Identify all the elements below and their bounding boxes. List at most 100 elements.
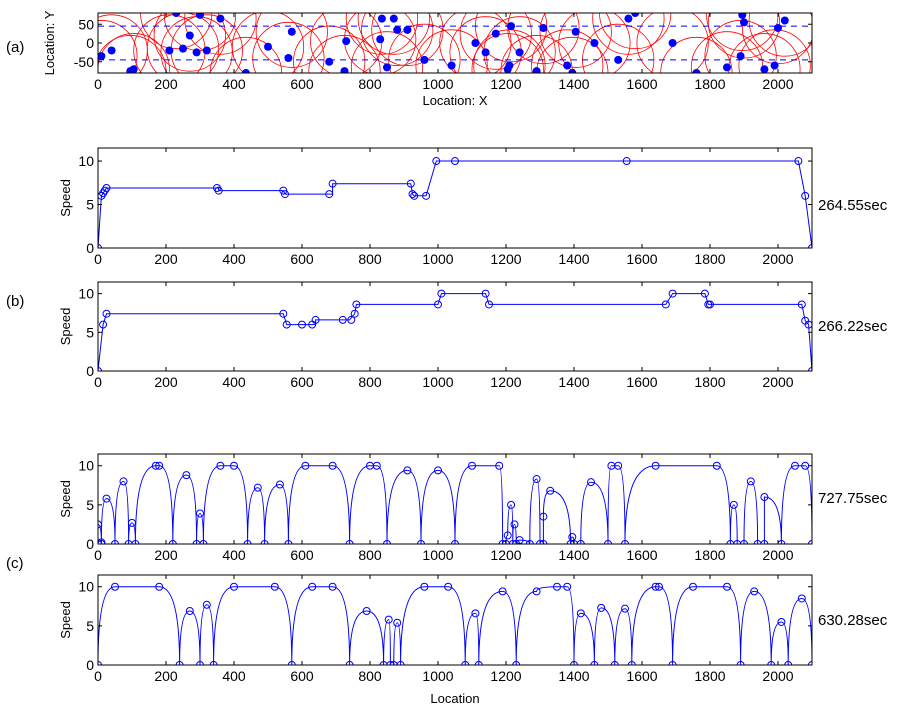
coverage-circle: [231, 13, 305, 73]
speed-marker: [111, 582, 119, 591]
location-point: [590, 39, 599, 47]
x-tick-label: 200: [154, 374, 178, 390]
x-tick-label: 400: [222, 547, 246, 563]
location-point: [736, 52, 745, 61]
speed-marker: [202, 600, 211, 609]
x-tick-label: 1800: [694, 668, 725, 684]
coverage-circle: [415, 29, 488, 73]
location-point: [107, 46, 116, 55]
x-tick-label: 1000: [422, 251, 453, 267]
coverage-circle: [140, 13, 213, 50]
speed-marker: [155, 582, 164, 591]
location-point: [631, 13, 640, 17]
speed-marker: [311, 315, 320, 324]
speed-marker: [282, 320, 291, 329]
speed-marker: [797, 594, 806, 603]
x-tick-label: 1600: [626, 668, 657, 684]
speed-marker: [372, 461, 381, 470]
speed-marker: [576, 609, 585, 618]
y-axis-label: Speed: [58, 480, 73, 518]
speed-marker: [151, 461, 160, 470]
speed-marker: [325, 190, 334, 199]
speed-marker: [485, 300, 493, 309]
location-point: [447, 61, 456, 70]
speed-marker: [175, 661, 184, 665]
y-tick-label: 0: [86, 240, 94, 256]
axes-frame: [97, 574, 813, 666]
speed-marker: [471, 609, 480, 618]
panel-label-a: (a): [6, 39, 24, 56]
coverage-circle: [592, 13, 665, 55]
coverage-circle: [252, 21, 325, 73]
speed-marker: [243, 540, 252, 544]
location-point: [539, 24, 548, 32]
speed-marker: [597, 603, 606, 612]
plot-area: [98, 157, 812, 248]
speed-marker: [689, 582, 697, 591]
location-point: [692, 69, 701, 73]
speed-marker: [791, 461, 799, 470]
speed-marker: [668, 661, 677, 665]
panel-label-b: (b): [6, 293, 24, 310]
plot-area: [98, 13, 812, 73]
x-tick-label: 2000: [762, 76, 793, 92]
speed-marker: [328, 582, 337, 591]
speed-marker: [338, 315, 347, 324]
speed-marker: [284, 540, 293, 544]
coverage-circle: [371, 13, 444, 66]
location-map-chart: 0 200 400 600 800 1000 1200 1400 1600 1800 2000 -50…: [42, 10, 813, 108]
location-point: [505, 61, 514, 70]
coverage-circle: [748, 13, 812, 57]
speed-marker: [102, 309, 111, 318]
location-point: [393, 25, 402, 34]
location-point: [216, 14, 225, 23]
travel-time-label: 264.55sec: [818, 197, 888, 214]
speed-marker: [444, 582, 453, 591]
speed-marker: [474, 661, 483, 665]
x-tick-label: 800: [358, 76, 382, 92]
speed-marker: [192, 540, 201, 544]
location-point: [325, 57, 334, 66]
speed-marker: [131, 540, 140, 544]
coverage-circle: [459, 13, 532, 70]
speed-marker: [422, 191, 431, 200]
speed-marker: [590, 661, 599, 665]
plot-area: [98, 461, 812, 544]
speed-marker: [750, 587, 759, 596]
location-point: [185, 31, 194, 40]
speed-marker: [784, 661, 793, 665]
speed-marker: [801, 191, 810, 200]
location-point: [179, 44, 187, 53]
speed-marker: [532, 475, 541, 484]
speed-marker: [393, 618, 402, 627]
travel-time-label: 266.22sec: [818, 318, 888, 335]
speed-marker: [434, 300, 442, 309]
x-tick-label: 600: [290, 251, 314, 267]
location-point: [723, 63, 731, 72]
x-tick-label: 1400: [558, 76, 589, 92]
location-point: [760, 65, 769, 73]
location-point: [563, 61, 572, 70]
panel-label-c: (c): [6, 555, 24, 572]
speed-marker: [760, 540, 769, 544]
x-tick-label: 1200: [490, 547, 521, 563]
coverage-circle: [531, 29, 604, 73]
speed-marker: [546, 486, 555, 495]
x-tick-label: 1000: [422, 374, 453, 390]
speed-marker: [128, 518, 136, 527]
speed-marker: [614, 461, 623, 470]
location-point: [668, 39, 677, 47]
speed-marker: [468, 461, 476, 470]
location-point: [287, 27, 296, 36]
location-point: [507, 22, 516, 31]
travel-time-label: 630.28sec: [818, 612, 888, 629]
coverage-circle: [539, 13, 612, 68]
axes-frame: [97, 281, 813, 372]
coverage-circle: [153, 13, 226, 72]
coverage-circle: [350, 31, 424, 73]
location-point: [471, 39, 480, 47]
y-axis-label: Location: Y: [42, 10, 57, 75]
coverage-circle: [98, 20, 138, 73]
location-point: [491, 29, 500, 38]
speed-marker: [362, 607, 371, 615]
